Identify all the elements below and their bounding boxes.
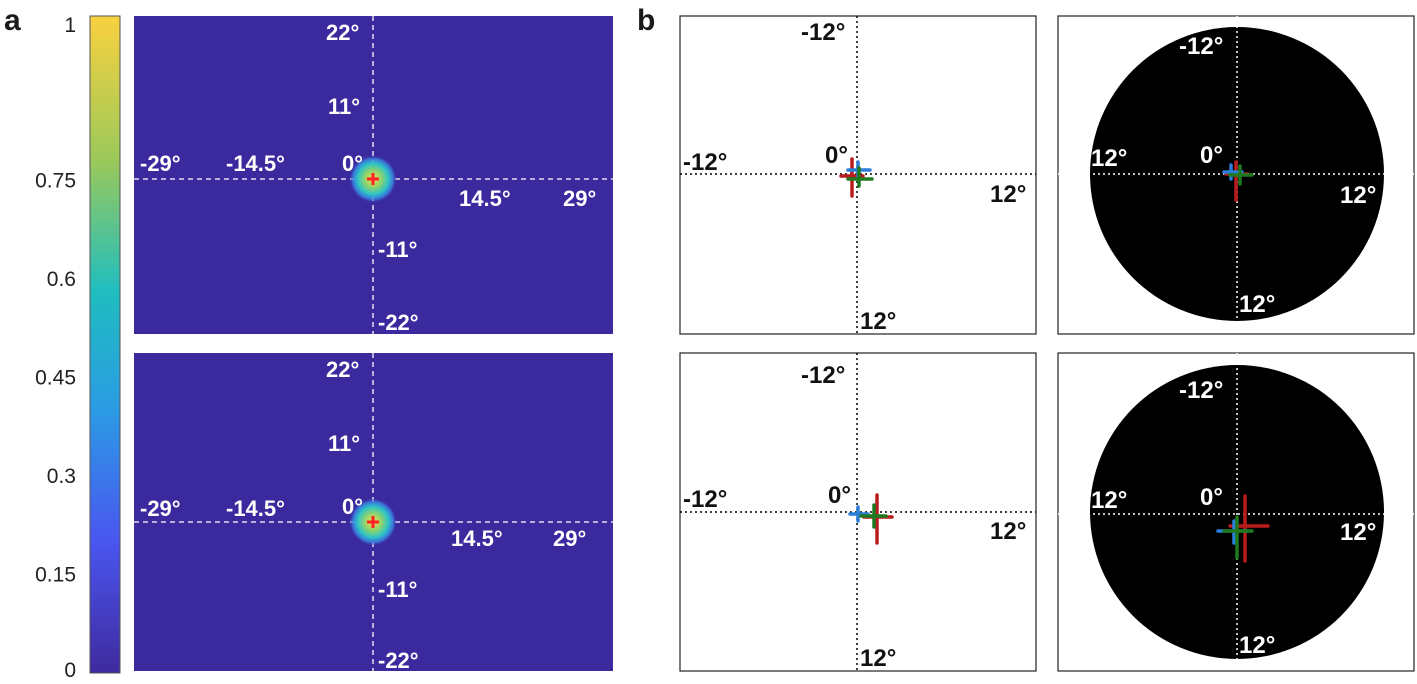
map-bottom-left: -12° -12° 0° 12° 12° [679, 352, 1037, 672]
map-bottom-right-disc [1090, 365, 1384, 659]
colorbar-tick-label: 0.45 [35, 366, 76, 389]
heatmap-bottom-label-center: 0° [342, 494, 363, 519]
heatmap-top-label-y-mid-top: 11° [328, 94, 360, 119]
heatmap-bottom: 22° 11° 0° -29° -14.5° 14.5° 29° -11° -2… [134, 353, 613, 673]
colorbar-tick-label: 0.75 [35, 169, 76, 192]
heatmap-bottom-center-marker [367, 516, 379, 528]
colorbar-gradient [89, 15, 121, 674]
heatmap-top-center-marker [367, 173, 379, 185]
heatmap-top-label-x-far-left: -29° [140, 151, 181, 176]
map-bottom-right: -12° -12° 0° 12° 12° [1057, 352, 1415, 672]
heatmap-top-label-x-left: -14.5° [226, 151, 285, 176]
heatmap-top-label-center: 0° [342, 151, 363, 176]
colorbar-tick-label: 0.3 [47, 465, 76, 488]
map-bottom-left-label-top: -12° [801, 362, 845, 389]
heatmap-bottom-label-y-mid-top: 11° [328, 431, 360, 456]
map-top-left: -12° -12° 0° 12° 12° [679, 15, 1037, 335]
map-bottom-right-label-bottom: 12° [1239, 632, 1275, 659]
map-bottom-right-label-top: -12° [1179, 377, 1223, 404]
heatmap-top-label-y-mid-bottom: -11° [378, 237, 417, 262]
heatmap-top-label-x-far-right: 29° [563, 186, 596, 211]
colorbar-tick-label: 0 [64, 659, 76, 682]
heatmap-top-label-y-bottom: -22° [378, 310, 419, 335]
map-top-right: -12° -12° 0° 12° 12° [1057, 15, 1415, 335]
heatmap-bottom-label-x-right: 14.5° [451, 526, 503, 551]
map-bottom-left-label-bottom: 12° [860, 645, 896, 672]
map-top-right-label-bottom: 12° [1239, 291, 1275, 318]
map-bottom-left-markers [848, 493, 894, 545]
map-top-left-label-bottom: 12° [860, 308, 896, 335]
map-bottom-left-label-left: -12° [683, 486, 727, 513]
heatmap-bottom-label-x-far-left: -29° [140, 496, 181, 521]
map-top-left-label-top: -12° [801, 19, 845, 46]
colorbar-tick-label: 0.6 [47, 268, 76, 291]
heatmap-top: 22° 11° 0° -29° -14.5° 14.5° 29° -11° -2… [134, 16, 613, 335]
map-top-left-label-right: 12° [990, 181, 1026, 208]
heatmap-top-label-x-right: 14.5° [459, 186, 511, 211]
map-top-right-label-center: 0° [1200, 142, 1223, 169]
heatmap-bottom-label-y-bottom: -22° [378, 648, 419, 673]
map-bottom-right-label-right: 12° [1340, 519, 1376, 546]
heatmap-bottom-label-y-mid-bottom: -11° [378, 577, 417, 602]
panel-label-b: b [637, 4, 655, 37]
colorbar-tick-label: 0.15 [35, 563, 76, 586]
heatmap-bottom-label-x-left: -14.5° [226, 496, 285, 521]
map-bottom-right-markers [1216, 494, 1270, 563]
heatmap-top-label-y-top: 22° [326, 20, 359, 45]
map-top-right-label-left: -12° [1083, 145, 1127, 172]
map-bottom-left-label-center: 0° [828, 482, 851, 509]
heatmap-bottom-label-y-top: 22° [326, 357, 359, 382]
map-top-left-markers [839, 157, 874, 198]
panel-label-a: a [4, 4, 21, 37]
map-top-right-markers [1222, 160, 1254, 202]
colorbar-tick-label: 1 [64, 14, 76, 37]
map-bottom-left-label-right: 12° [990, 518, 1026, 545]
map-top-left-label-left: -12° [683, 149, 727, 176]
map-top-right-label-top: -12° [1179, 33, 1223, 60]
map-top-right-label-right: 12° [1340, 182, 1376, 209]
colorbar: 1 0.75 0.6 0.45 0.3 0.15 0 [35, 14, 121, 682]
heatmap-bottom-label-x-far-right: 29° [553, 526, 586, 551]
map-bottom-right-label-left: -12° [1083, 487, 1127, 514]
map-top-left-label-center: 0° [825, 142, 848, 169]
map-bottom-right-label-center: 0° [1200, 484, 1223, 511]
